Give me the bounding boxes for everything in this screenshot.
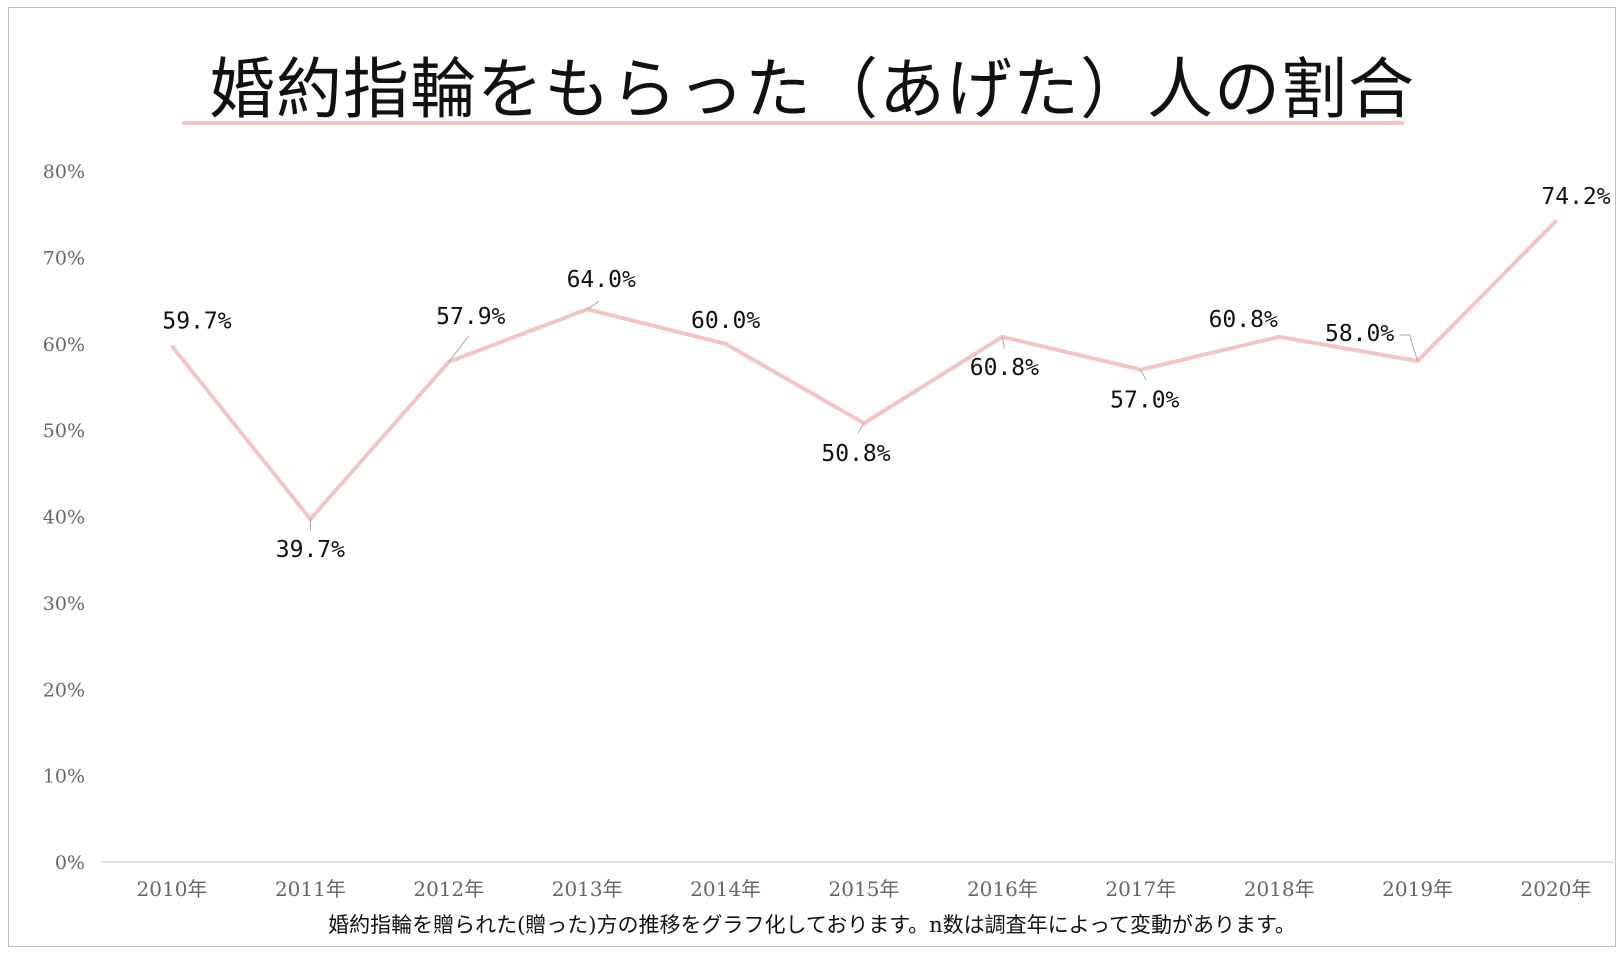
y-tick-label: 40% bbox=[43, 507, 85, 529]
label-leader-line bbox=[1140, 369, 1147, 380]
label-leader-line bbox=[586, 300, 600, 310]
data-label: 57.0% bbox=[1110, 388, 1179, 414]
data-label: 60.8% bbox=[970, 355, 1039, 381]
title-underline bbox=[182, 121, 1404, 125]
data-point bbox=[1554, 219, 1558, 223]
y-axis: 0% 10% 20% 30% 40% 50% 60% 70% 80% bbox=[43, 161, 85, 874]
data-label: 58.0% bbox=[1325, 321, 1394, 347]
x-tick-label: 2019年 bbox=[1382, 877, 1453, 901]
x-tick-label: 2020年 bbox=[1521, 877, 1592, 901]
x-tick-label: 2015年 bbox=[829, 877, 900, 901]
y-tick-label: 80% bbox=[43, 161, 85, 183]
data-label: 64.0% bbox=[567, 267, 636, 293]
x-tick-label: 2010年 bbox=[137, 877, 208, 901]
x-tick-label: 2014年 bbox=[690, 877, 761, 901]
data-label: 60.0% bbox=[691, 308, 760, 334]
x-tick-label: 2011年 bbox=[275, 877, 346, 901]
chart-footnote: 婚約指輪を贈られた(贈った)方の推移をグラフ化しております。n数は調査年によって… bbox=[328, 913, 1296, 937]
label-leader-line bbox=[1001, 336, 1005, 349]
data-label: 50.8% bbox=[821, 441, 890, 467]
x-tick-label: 2016年 bbox=[967, 877, 1038, 901]
x-tick-label: 2018年 bbox=[1244, 877, 1315, 901]
y-tick-label: 10% bbox=[43, 766, 85, 788]
label-leader-lines bbox=[309, 300, 1419, 532]
x-axis: 2010年 2011年 2012年 2013年 2014年 2015年 2016年 2017年… bbox=[102, 861, 1616, 901]
data-point bbox=[170, 344, 174, 348]
data-label: 57.9% bbox=[436, 304, 505, 330]
series-line bbox=[170, 219, 1558, 522]
data-label: 74.2% bbox=[1541, 184, 1610, 210]
x-tick-label: 2017年 bbox=[1105, 877, 1176, 901]
label-leader-line bbox=[1399, 334, 1419, 362]
data-label: 59.7% bbox=[162, 308, 231, 334]
y-tick-label: 30% bbox=[43, 593, 85, 615]
data-label: 60.8% bbox=[1209, 307, 1278, 333]
label-leader-line bbox=[857, 422, 865, 434]
data-label: 39.7% bbox=[276, 537, 345, 563]
y-tick-label: 0% bbox=[55, 852, 85, 874]
label-leader-line bbox=[448, 335, 470, 363]
y-tick-label: 60% bbox=[43, 334, 85, 356]
data-labels: 59.7% 39.7% 57.9% 64.0% 60.0% 50.8% 60.8% 57.0%… bbox=[162, 184, 1610, 563]
y-tick-label: 70% bbox=[43, 247, 85, 269]
y-tick-label: 20% bbox=[43, 679, 85, 701]
data-point bbox=[1277, 335, 1281, 339]
data-point bbox=[724, 342, 728, 346]
y-tick-label: 50% bbox=[43, 420, 85, 442]
chart-title: 婚約指輪をもらった（あげた）人の割合 bbox=[209, 51, 1415, 128]
series-polyline bbox=[170, 219, 1558, 522]
x-tick-label: 2012年 bbox=[413, 877, 484, 901]
x-tick-label: 2013年 bbox=[552, 877, 623, 901]
